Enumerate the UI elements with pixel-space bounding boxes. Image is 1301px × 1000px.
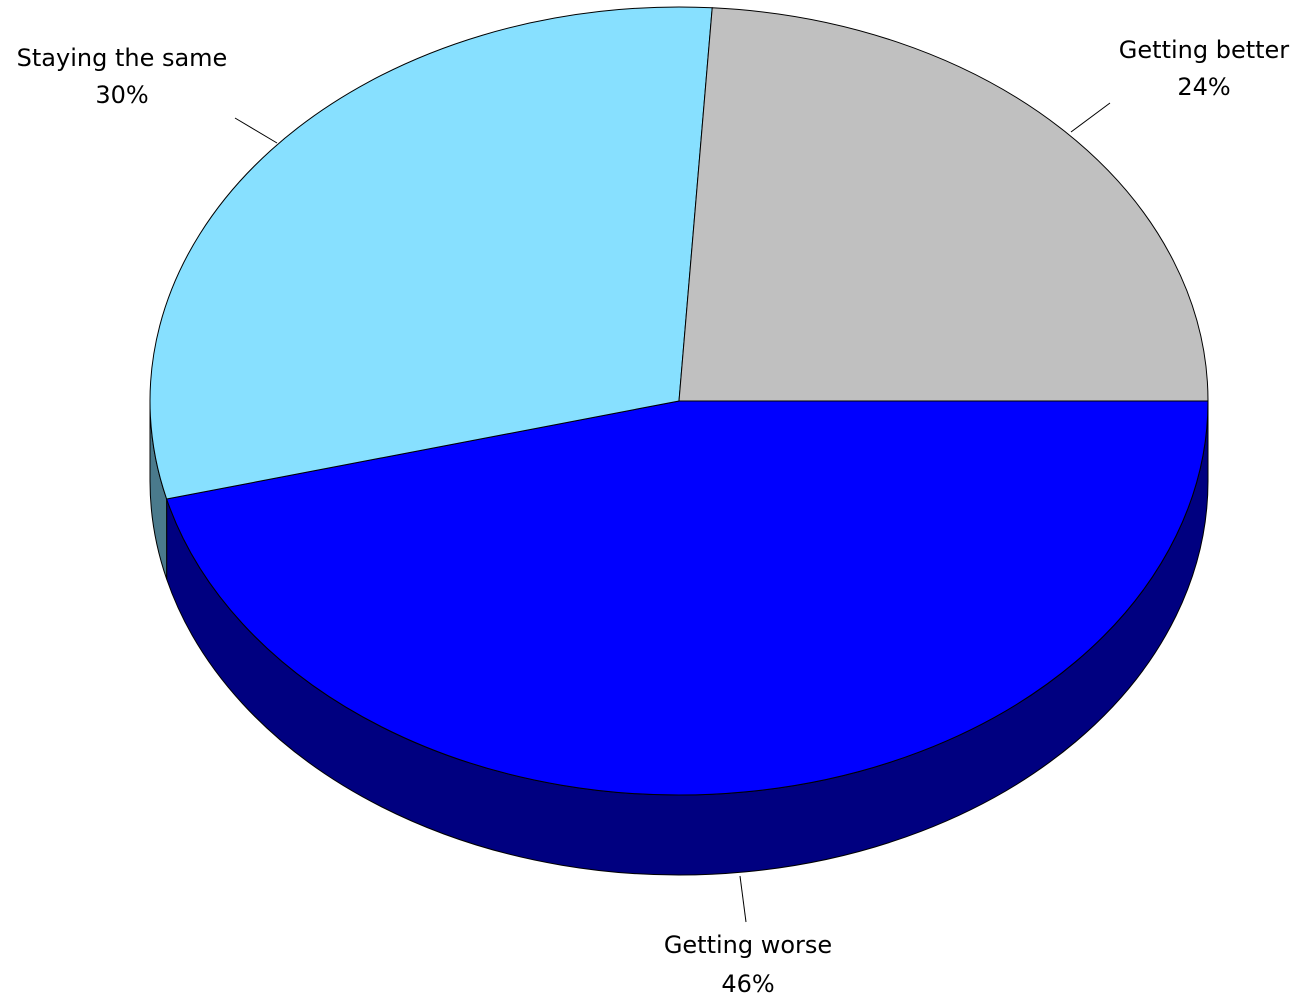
pie-slice-getting-worse: [165, 400, 1209, 796]
pie-slice-getting-better: [678, 7, 1209, 402]
label-getting-worse-name: Getting worse: [664, 931, 832, 959]
label-staying-the-same-name: Staying the same: [17, 44, 228, 72]
label-getting-better-name: Getting better: [1119, 36, 1290, 64]
label-getting-better-value: 24%: [1177, 73, 1230, 101]
pie-tops: [149, 6, 1209, 796]
label-staying-the-same-value: 30%: [95, 81, 148, 109]
leader-line-staying-the-same: [234, 117, 278, 144]
leader-line-getting-better: [1070, 102, 1111, 133]
pie-labels: Getting better 24% Staying the same 30% …: [17, 36, 1290, 998]
pie-slice-staying-the-same: [149, 6, 713, 500]
label-getting-worse-value: 46%: [721, 970, 774, 998]
leader-line-getting-worse: [739, 875, 747, 923]
